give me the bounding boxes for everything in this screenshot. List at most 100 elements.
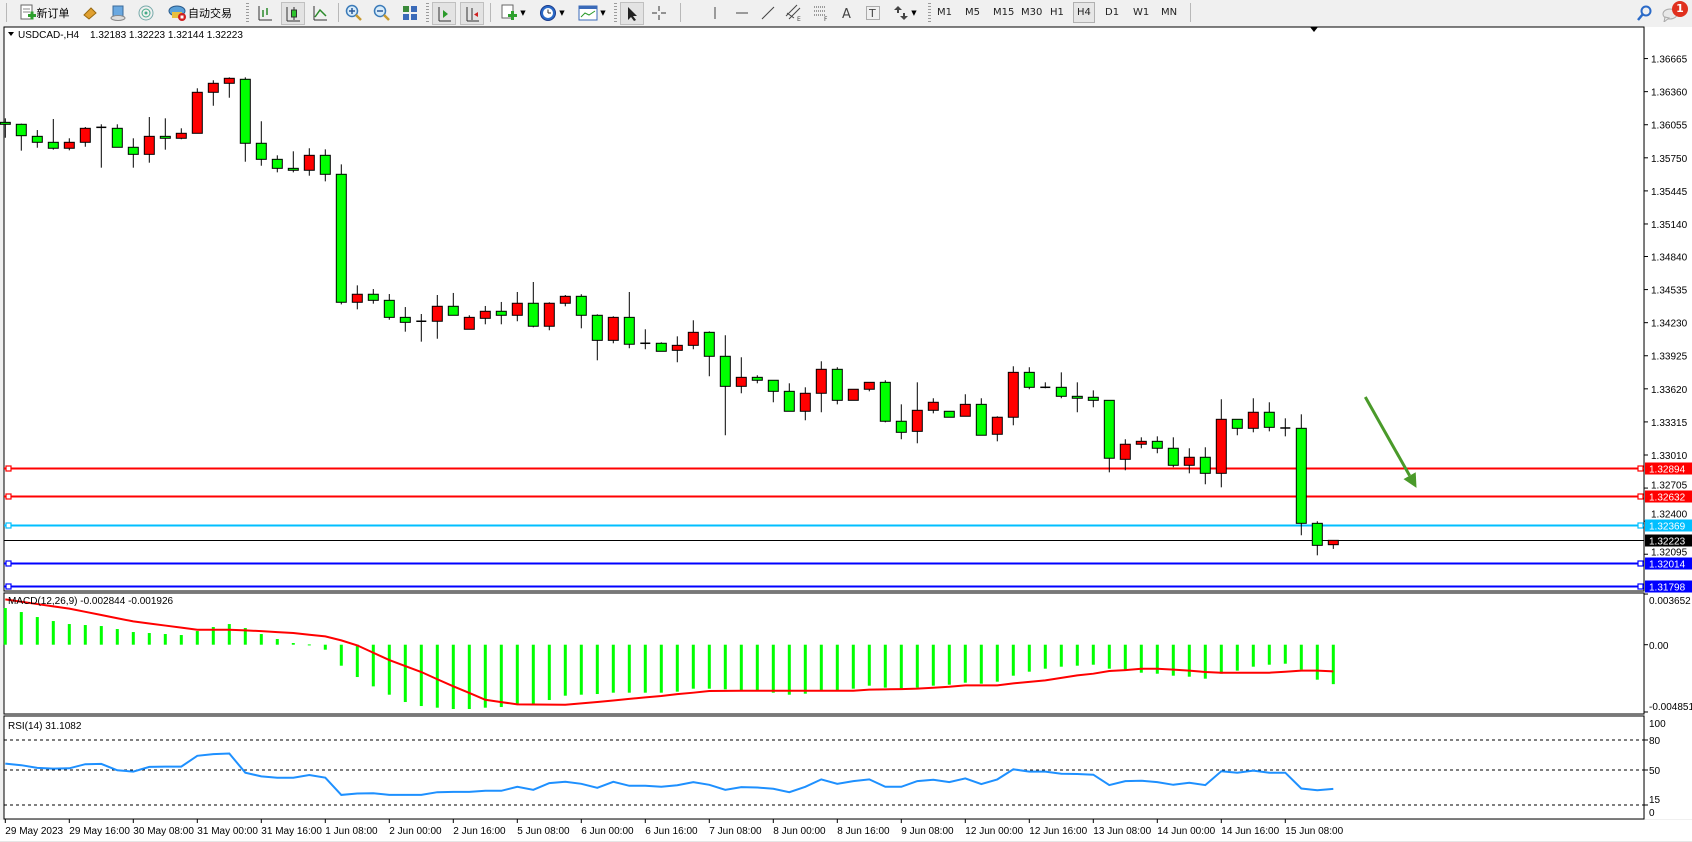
candle-body	[303, 154, 315, 171]
cursor-button[interactable]	[620, 2, 644, 25]
horizontal-line-price-label: 1.32632	[1649, 493, 1686, 504]
candle	[383, 294, 395, 320]
rsi-axis-label: 0	[1649, 808, 1655, 819]
timeframe-w1-button[interactable]: W1	[1133, 7, 1150, 18]
macd-bar	[963, 644, 967, 683]
fibonacci-button[interactable]: F	[810, 2, 832, 23]
line-handle-icon[interactable]	[5, 560, 12, 567]
candlestick-chart-button[interactable]	[281, 2, 305, 25]
macd-bar	[883, 644, 887, 688]
toolbar-grip	[426, 3, 429, 22]
timeframe-mn-button[interactable]: MN	[1161, 7, 1178, 18]
line-handle-icon[interactable]	[5, 583, 12, 590]
line-handle-icon[interactable]	[1637, 583, 1644, 590]
line-handle-icon[interactable]	[1637, 493, 1644, 500]
candle	[927, 398, 939, 414]
chart-window[interactable]: USDCAD-,H4 1.32183 1.32223 1.32144 1.3222…	[0, 25, 1692, 842]
auto-scroll-icon	[438, 6, 451, 21]
data-window-button[interactable]	[108, 2, 128, 23]
chart-shift-button[interactable]	[460, 2, 484, 25]
line-handle-icon[interactable]	[1637, 522, 1644, 529]
macd-bar	[339, 644, 343, 666]
candle	[671, 336, 683, 363]
equidistant-channel-button[interactable]: E	[783, 2, 805, 23]
toolbar-separator	[338, 3, 339, 22]
candle	[879, 380, 891, 423]
timeframe-m15-button[interactable]: M15	[993, 7, 1015, 18]
periods-button[interactable]: ▼	[535, 2, 569, 23]
macd-bar	[307, 644, 311, 646]
zoom-out-button[interactable]	[371, 2, 393, 23]
price-tick-label: 1.34230	[1651, 319, 1688, 330]
timeframe-m1-button[interactable]: M1	[937, 7, 952, 18]
macd-bar	[819, 644, 823, 691]
time-tick-label: 6 Jun 16:00	[645, 826, 698, 837]
market-watch-button[interactable]	[80, 2, 100, 23]
candle	[607, 316, 619, 344]
macd-bar	[467, 644, 471, 710]
macd-bar	[1123, 644, 1127, 671]
candle	[783, 383, 795, 412]
auto-scroll-button[interactable]	[432, 2, 456, 25]
candle	[223, 77, 235, 98]
macd-bar	[115, 629, 119, 645]
ohlc-readout: 1.32183 1.32223 1.32144 1.32223	[90, 30, 243, 41]
candle	[1311, 521, 1323, 556]
macd-bar	[147, 633, 151, 645]
macd-bar	[483, 644, 487, 708]
new-chart-icon	[501, 4, 518, 20]
candle-body	[47, 141, 59, 149]
trendline-button[interactable]	[757, 2, 779, 23]
candle	[1071, 382, 1083, 413]
candle-body	[895, 420, 907, 433]
candle-body	[1071, 395, 1083, 399]
notification-badge[interactable]: 1	[1672, 1, 1688, 17]
annotation-arrow[interactable]	[1363, 396, 1411, 477]
timeframe-m5-button[interactable]: M5	[965, 7, 980, 18]
timeframe-m30-button[interactable]: M30	[1021, 7, 1043, 18]
chart-menu-triangle-icon[interactable]	[8, 32, 14, 36]
line-chart-button[interactable]	[309, 2, 331, 23]
new-chart-button[interactable]: ▼	[496, 2, 530, 23]
macd-bar	[627, 644, 631, 693]
macd-bar	[1235, 644, 1239, 671]
candle	[319, 149, 331, 182]
crosshair-button[interactable]	[648, 2, 670, 23]
horizontal-line-button[interactable]	[731, 2, 753, 23]
timeframe-d1-button[interactable]: D1	[1105, 7, 1120, 18]
navigator-button[interactable]	[136, 2, 156, 23]
zoom-in-button[interactable]	[343, 2, 365, 23]
svg-text:A: A	[842, 7, 851, 21]
templates-button[interactable]: ▼	[574, 2, 610, 23]
toolbar-separator	[680, 3, 681, 22]
search-button[interactable]	[1634, 2, 1654, 23]
line-handle-icon[interactable]	[5, 465, 12, 472]
macd-bar	[1331, 644, 1335, 685]
time-tick-label: 13 Jun 08:00	[1093, 826, 1151, 837]
macd-bar	[291, 643, 295, 645]
macd-bar	[259, 634, 263, 645]
arrows-button[interactable]: ▼	[888, 2, 922, 23]
candle-body	[399, 316, 411, 323]
vertical-line-button[interactable]	[704, 2, 726, 23]
line-handle-icon[interactable]	[1637, 560, 1644, 567]
tile-windows-button[interactable]	[399, 2, 421, 23]
candle	[1231, 418, 1243, 436]
arrow-head-icon[interactable]	[1403, 472, 1417, 488]
timeframe-h1-button[interactable]: H1	[1050, 7, 1064, 18]
chart-shift-marker-icon[interactable]	[1310, 27, 1318, 32]
candle-body	[1247, 411, 1259, 429]
bar-chart-button[interactable]	[254, 2, 276, 23]
timeframe-h4-button[interactable]: H4	[1073, 2, 1095, 23]
line-handle-icon[interactable]	[5, 493, 12, 500]
toolbar-separator	[490, 3, 491, 22]
text-label-button[interactable]: T	[862, 2, 884, 23]
candle	[943, 410, 955, 418]
auto-trading-button[interactable]: 自动交易	[163, 2, 237, 23]
text-button[interactable]: A	[836, 2, 858, 23]
line-handle-icon[interactable]	[1637, 465, 1644, 472]
candle	[1040, 382, 1051, 389]
macd-bar	[499, 644, 503, 708]
new-order-button[interactable]: 新订单	[13, 2, 75, 23]
line-handle-icon[interactable]	[5, 522, 12, 529]
